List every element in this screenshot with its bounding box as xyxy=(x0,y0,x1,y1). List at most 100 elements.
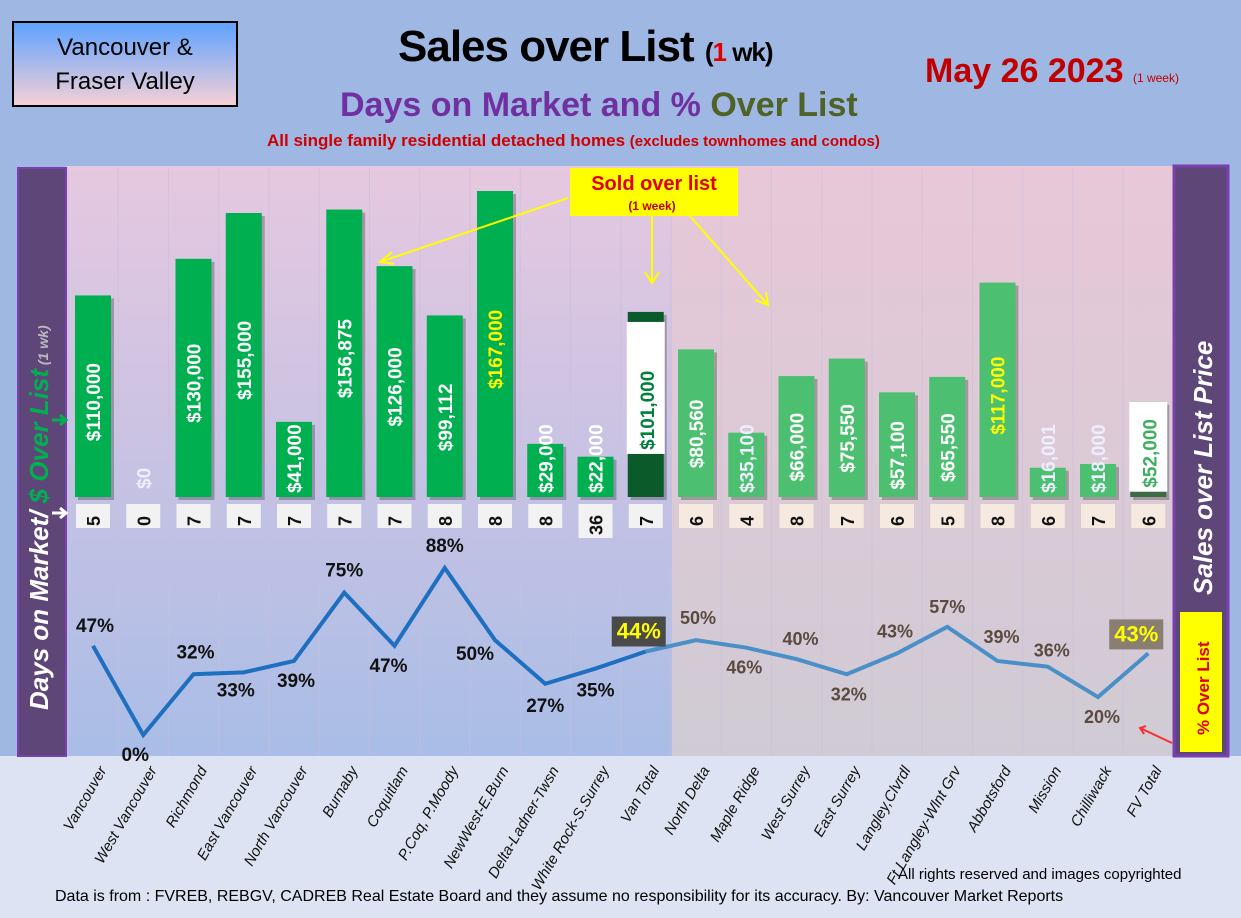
bar-label: $130,000 xyxy=(185,344,206,423)
x-axis-label: Chilliwack xyxy=(1067,762,1116,830)
percent-label: 27% xyxy=(526,696,564,717)
bar-label: $101,000 xyxy=(638,371,659,450)
percent-label: 43% xyxy=(877,621,913,641)
bar-label: $80,560 xyxy=(687,400,708,469)
percent-label: 57% xyxy=(929,597,965,617)
days-on-market-value: 8 xyxy=(989,516,1009,526)
bar xyxy=(929,376,966,497)
bar xyxy=(828,358,865,497)
x-axis-label: Coquitlam xyxy=(363,764,411,831)
legend-arrow-icon xyxy=(1138,725,1173,744)
bar xyxy=(276,421,312,497)
bar xyxy=(426,315,463,497)
days-on-market-value: 7 xyxy=(235,516,255,526)
x-axis-label: West Surrey xyxy=(758,762,815,843)
days-on-market-value: 6 xyxy=(888,516,908,526)
bar-label: $22,000 xyxy=(587,424,608,493)
percent-label-box xyxy=(611,616,666,647)
bar-label: $126,000 xyxy=(386,347,407,426)
subtitle: Days on Market and % Over List xyxy=(340,86,858,125)
header: Vancouver & Fraser Valley Sales over Lis… xyxy=(0,0,1241,166)
percent-label: 35% xyxy=(576,681,614,702)
region-line-1: Vancouver & xyxy=(57,34,193,61)
days-on-market-value: 5 xyxy=(938,516,958,526)
x-axis-label: Van Total xyxy=(617,763,663,826)
percent-label: 36% xyxy=(1034,641,1070,661)
bar-label: $35,100 xyxy=(737,424,758,493)
date-note: (1 week) xyxy=(1132,71,1179,85)
days-on-market-box xyxy=(327,504,362,528)
title-text: Sales over List xyxy=(398,22,695,71)
days-on-market-box xyxy=(779,504,814,528)
bar xyxy=(1080,464,1116,497)
percent-label: 32% xyxy=(831,684,867,704)
percent-label: 50% xyxy=(680,608,716,628)
days-on-market-box xyxy=(377,504,412,528)
description-paren: (excludes townhomes and condos) xyxy=(629,133,880,150)
percent-label: 33% xyxy=(217,680,255,701)
days-on-market-value: 8 xyxy=(536,516,556,526)
line-legend-label: % Over List xyxy=(1194,641,1213,735)
days-on-market-box xyxy=(578,504,613,538)
left-axis-label-dollar: $ Over List xyxy=(24,368,54,505)
percent-label: 40% xyxy=(782,629,818,649)
bar-label: $57,100 xyxy=(888,421,909,490)
days-on-market-value: 7 xyxy=(637,516,657,526)
bar xyxy=(326,209,363,497)
line-fraser-valley xyxy=(645,624,1150,700)
percent-label: 0% xyxy=(122,745,150,766)
percent-label: 43% xyxy=(1114,621,1158,646)
days-on-market-value: 4 xyxy=(737,516,757,526)
callout-arrow-icon xyxy=(689,215,770,307)
bar xyxy=(75,295,111,497)
days-pointer-arrow-icon xyxy=(52,506,69,520)
days-on-market-box xyxy=(829,504,864,528)
percent-label: 44% xyxy=(617,619,661,644)
bar-label: $41,000 xyxy=(285,424,306,493)
days-on-market-box xyxy=(1030,504,1065,528)
bar xyxy=(1029,467,1066,497)
description: All single family residential detached h… xyxy=(267,131,880,151)
bar-label-box xyxy=(626,321,665,454)
percent-label: 50% xyxy=(456,644,494,665)
left-axis-label: Days on Market/ $ Over List (1 wk) xyxy=(24,325,54,710)
days-on-market-value: 6 xyxy=(1039,516,1059,526)
left-axis-note: (1 wk) xyxy=(35,325,51,369)
line-legend-box xyxy=(1180,612,1222,752)
bar-label: $167,000 xyxy=(486,310,507,389)
days-on-market-value: 7 xyxy=(1089,516,1109,526)
percent-label: 88% xyxy=(426,536,464,557)
days-on-market-box xyxy=(1081,504,1115,528)
percent-label: 75% xyxy=(325,561,363,582)
bar-label: $0 xyxy=(134,468,155,489)
bar-label: $117,000 xyxy=(989,357,1010,435)
bar xyxy=(527,443,564,497)
subtitle-part-b: Over List xyxy=(710,86,858,124)
callout-arrow-icon xyxy=(377,197,569,265)
x-axis-label: Mission xyxy=(1025,764,1065,817)
days-on-market-value: 8 xyxy=(788,516,808,526)
subtitle-part-a: Days on Market and % xyxy=(340,86,711,124)
percent-label: 32% xyxy=(176,642,214,663)
left-axis-title: Days on Market/ $ Over List (1 wk) xyxy=(24,325,54,710)
percent-label-box xyxy=(1109,619,1164,650)
bar xyxy=(225,212,262,497)
bar-label: $156,875 xyxy=(335,319,356,399)
bar-label: $66,000 xyxy=(788,413,809,482)
x-axis-label: Burnaby xyxy=(319,762,362,820)
days-on-market-value: 8 xyxy=(436,516,456,526)
days-on-market-value: 7 xyxy=(838,516,858,526)
left-axis-panel xyxy=(17,167,67,757)
bar xyxy=(678,349,714,497)
bar xyxy=(577,456,614,497)
date-text: May 26 2023 xyxy=(925,52,1124,90)
days-on-market-value: 5 xyxy=(84,516,104,526)
days-on-market-value: 8 xyxy=(486,516,506,526)
left-axis-label-dom: Days on Market/ xyxy=(24,503,54,710)
bar-label: $16,001 xyxy=(1039,424,1060,493)
days-on-market-value: 7 xyxy=(285,516,305,526)
days-on-market-box xyxy=(628,504,663,528)
days-on-market-value: 7 xyxy=(386,516,406,526)
days-on-market-value: 7 xyxy=(335,516,355,526)
